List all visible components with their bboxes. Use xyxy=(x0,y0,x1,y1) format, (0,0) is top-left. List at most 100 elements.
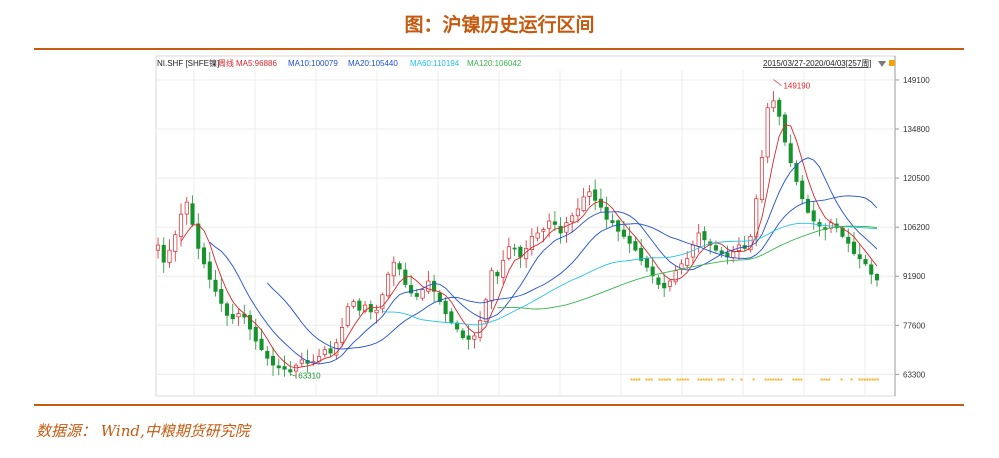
ma20-line xyxy=(266,195,878,350)
signal-marker: * xyxy=(663,377,666,386)
ma10-line xyxy=(209,157,878,365)
settings-square-icon[interactable] xyxy=(889,60,895,66)
candle-body xyxy=(196,223,201,249)
candle-body xyxy=(501,260,506,278)
ma5-line xyxy=(180,124,878,369)
candle-body xyxy=(259,338,264,351)
candle-body xyxy=(552,221,557,225)
candle-body xyxy=(610,220,615,224)
candle-body xyxy=(679,263,684,270)
signal-marker: * xyxy=(774,377,777,386)
candle-body xyxy=(391,261,396,277)
candle-body xyxy=(380,294,385,310)
signal-marker: * xyxy=(823,377,826,386)
candle-body xyxy=(506,246,511,259)
candle-body xyxy=(570,215,575,223)
candle-body xyxy=(386,273,391,297)
signal-markers: * * * * * * * * * * * * * * * * * * * * * * * * * * * * * * * * * * * * * * * *… xyxy=(630,377,879,386)
candle-body xyxy=(282,366,287,370)
signal-marker: * xyxy=(720,377,723,386)
candle-body xyxy=(449,311,454,323)
candle-body xyxy=(155,244,161,251)
legend-ma60: MA60:110194 xyxy=(410,59,460,68)
signal-marker: * xyxy=(769,377,772,386)
y-axis: 63300 77600 91900 106200 120500 134800 149100 xyxy=(895,76,930,379)
candle-body xyxy=(340,327,345,343)
candle-body xyxy=(328,348,333,354)
candle-body xyxy=(478,320,483,338)
signal-marker: * xyxy=(764,377,767,386)
signal-marker: * xyxy=(648,377,651,386)
candle-body xyxy=(587,191,592,197)
candle-body xyxy=(345,306,350,326)
candle-body xyxy=(800,180,805,200)
legend-ma20: MA20:105440 xyxy=(348,59,398,68)
legend-symbol: NI.SHF [SHFE镍] xyxy=(157,58,219,68)
signal-marker: * xyxy=(707,377,710,386)
candle-body xyxy=(247,315,253,330)
candle-body xyxy=(702,231,707,241)
candle-body xyxy=(598,198,603,208)
signal-marker: * xyxy=(840,377,843,386)
y-tick-label: 106200 xyxy=(903,223,930,232)
candle-body xyxy=(840,227,845,237)
candle-body xyxy=(765,107,770,158)
signal-marker: * xyxy=(700,377,703,386)
signal-marker: * xyxy=(861,377,864,386)
candle-body xyxy=(863,259,868,265)
signal-marker: * xyxy=(800,377,803,386)
candle-body xyxy=(219,289,224,304)
candle-body xyxy=(420,289,425,299)
candle-body xyxy=(685,258,690,266)
signal-marker: * xyxy=(795,377,798,386)
candle-body xyxy=(322,349,327,355)
candle-body xyxy=(794,163,799,182)
candle-body xyxy=(564,222,569,233)
candle-body xyxy=(558,225,563,234)
signal-marker: * xyxy=(666,377,669,386)
moving-average-lines xyxy=(180,124,878,369)
candle-body xyxy=(656,277,661,285)
candle-body xyxy=(518,246,523,258)
signal-marker: * xyxy=(876,377,879,386)
signal-marker: * xyxy=(702,377,705,386)
legend-period: 周线 xyxy=(218,58,234,68)
candle-body xyxy=(455,322,460,330)
grid xyxy=(155,55,896,397)
dropdown-triangle-icon[interactable] xyxy=(878,61,886,67)
signal-marker: * xyxy=(820,377,823,386)
legend: NI.SHF [SHFE镍] 周线 MA5:96886 MA10:100079 … xyxy=(157,58,895,68)
signal-marker: * xyxy=(658,377,661,386)
signal-marker: * xyxy=(850,377,853,386)
candle-body xyxy=(662,282,667,289)
candle-body xyxy=(581,196,586,212)
signal-marker: * xyxy=(868,377,871,386)
signal-marker: * xyxy=(717,377,720,386)
signal-marker: * xyxy=(679,377,682,386)
candle-body xyxy=(489,270,494,302)
signal-marker: * xyxy=(767,377,770,386)
candle-body xyxy=(357,300,362,311)
candle-body xyxy=(731,251,736,259)
candle-body xyxy=(874,274,880,281)
candle-body xyxy=(639,247,644,261)
candle-body xyxy=(771,100,776,109)
candle-body xyxy=(409,285,414,294)
signal-marker: * xyxy=(828,377,831,386)
candle-body xyxy=(857,254,862,260)
signal-marker: * xyxy=(866,377,869,386)
y-tick-label: 63300 xyxy=(903,370,926,379)
y-tick-label: 120500 xyxy=(903,174,930,183)
high-label: 149190 xyxy=(783,82,810,91)
bottom-divider xyxy=(34,404,964,406)
signal-marker: * xyxy=(650,377,653,386)
signal-marker: * xyxy=(630,377,633,386)
candle-body xyxy=(644,258,649,268)
candle-body xyxy=(437,292,442,302)
low-label: 63310 xyxy=(298,371,321,380)
candle-body xyxy=(265,350,270,359)
signal-marker: * xyxy=(661,377,664,386)
y-tick-label: 134800 xyxy=(903,125,930,134)
candle-body xyxy=(667,280,672,287)
ma60-line xyxy=(382,222,878,326)
